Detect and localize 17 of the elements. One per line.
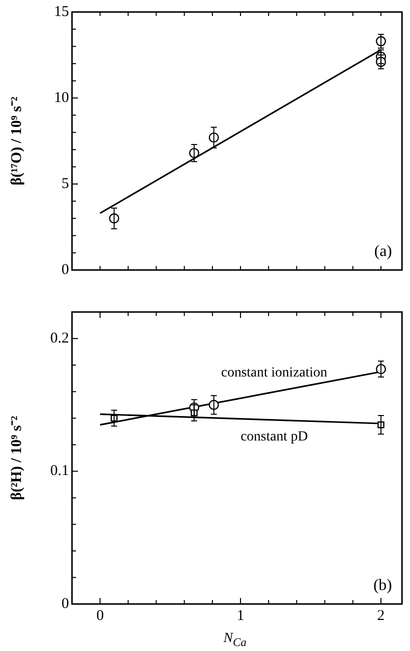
x-axis-title: N$_{Ca}$	[222, 630, 248, 651]
y-tick-label: 0	[62, 596, 69, 612]
y-tick-label: 0.1	[50, 463, 69, 480]
y-axis-title: β(²H) / 10⁹ s⁻²	[8, 415, 25, 500]
annotation: (a)	[374, 243, 392, 260]
annotation: (b)	[373, 577, 392, 594]
series-label: constant ionization	[221, 366, 328, 381]
y-tick-label: 5	[62, 176, 69, 192]
y-tick-label: 15	[54, 4, 69, 20]
y-axis-title: β(¹⁷O) / 10⁹ s⁻²	[8, 96, 25, 186]
y-tick-label: 10	[54, 90, 69, 106]
y-tick-label: 0.2	[50, 330, 69, 346]
x-tick-label: 1	[236, 608, 244, 624]
y-tick-label: 0	[62, 262, 69, 278]
x-tick-label: 2	[377, 608, 385, 624]
x-tick-label: 0	[96, 608, 104, 624]
series-label: constant pD	[240, 430, 308, 445]
